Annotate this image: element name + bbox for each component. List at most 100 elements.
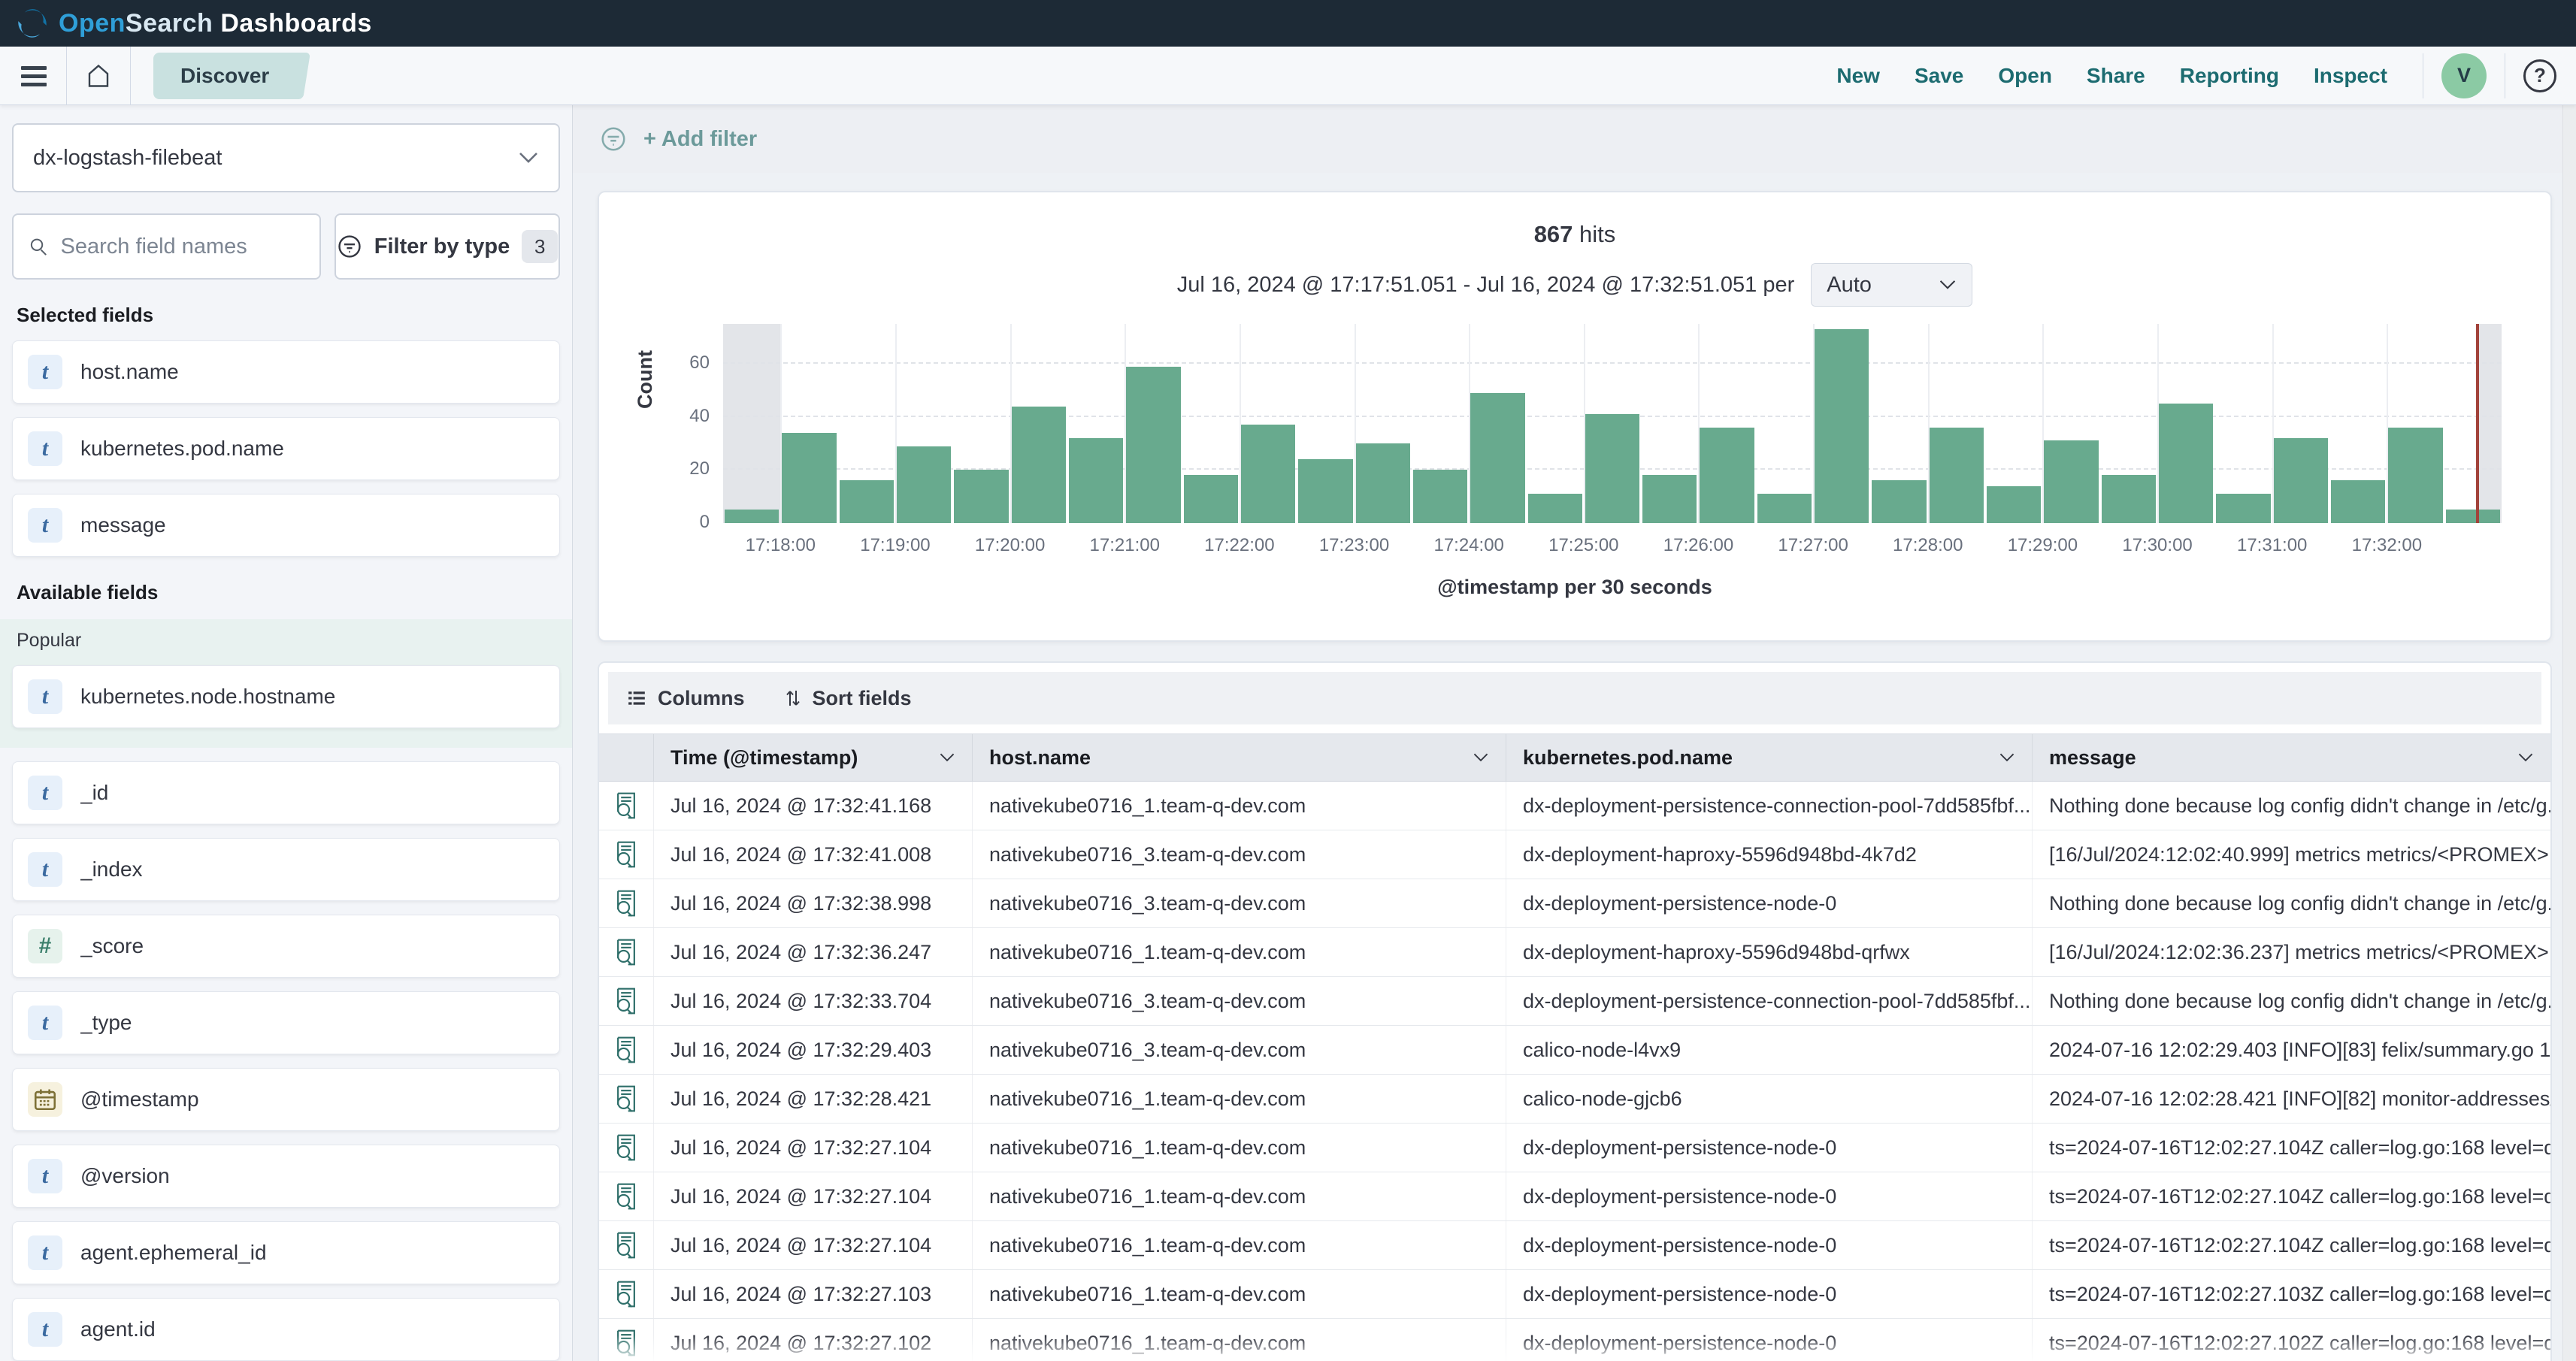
expand-document-button[interactable]: [599, 830, 654, 879]
cell-message: Nothing done because log config didn't c…: [2033, 782, 2550, 830]
field-list-item[interactable]: # _score: [12, 915, 560, 978]
interval-select[interactable]: Auto: [1811, 263, 1972, 307]
expand-document-button[interactable]: [599, 1075, 654, 1123]
inspect-button[interactable]: Inspect: [2296, 64, 2405, 88]
histogram-bar-17:25:00[interactable]: [1585, 414, 1639, 523]
expand-document-button[interactable]: [599, 1221, 654, 1269]
histogram-plot[interactable]: 020406017:18:0017:19:0017:20:0017:21:001…: [723, 324, 2502, 523]
vertical-scrollbar[interactable]: [2562, 105, 2576, 1361]
chevron-down-icon: [2517, 752, 2534, 763]
field-list-item[interactable]: t kubernetes.node.hostname: [12, 665, 560, 728]
search-input[interactable]: [61, 234, 304, 259]
home-icon[interactable]: [85, 62, 112, 89]
field-list-item[interactable]: t kubernetes.pod.name: [12, 417, 560, 480]
header-host-name[interactable]: host.name: [973, 734, 1506, 781]
histogram-bar-17:30:30[interactable]: [2216, 494, 2270, 523]
histogram-bar-17:27:00[interactable]: [1815, 329, 1869, 523]
expand-document-button[interactable]: [599, 782, 654, 830]
expand-document-button[interactable]: [599, 1319, 654, 1361]
menu-icon[interactable]: [20, 65, 48, 87]
cell-host-name: nativekube0716_3.team-q-dev.com: [973, 830, 1506, 879]
reporting-button[interactable]: Reporting: [2163, 64, 2296, 88]
histogram-bar-17:19:30[interactable]: [954, 470, 1008, 523]
new-button[interactable]: New: [1819, 64, 1897, 88]
discover-main: + Add filter 867 hits Jul 16, 2024 @ 17:…: [573, 105, 2576, 1361]
expand-document-button[interactable]: [599, 977, 654, 1025]
field-list-item[interactable]: @timestamp: [12, 1068, 560, 1131]
expand-document-button[interactable]: [599, 1270, 654, 1318]
save-button[interactable]: Save: [1897, 64, 1981, 88]
cell-time: Jul 16, 2024 @ 17:32:27.102: [654, 1319, 973, 1361]
x-tick-label: 17:30:00: [2097, 535, 2217, 556]
sort-fields-button[interactable]: Sort fields: [784, 687, 912, 710]
expand-document-icon: [613, 1280, 639, 1308]
cell-pod-name: calico-node-l4vx9: [1506, 1026, 2033, 1074]
histogram-bar-17:19:00[interactable]: [897, 446, 951, 523]
cell-time: Jul 16, 2024 @ 17:32:29.403: [654, 1026, 973, 1074]
expand-document-button[interactable]: [599, 1026, 654, 1074]
histogram-bar-17:32:30[interactable]: [2446, 510, 2500, 523]
histogram-bar-17:17:30[interactable]: [725, 510, 779, 523]
filter-by-type-label: Filter by type: [374, 234, 510, 259]
histogram-bar-17:28:00[interactable]: [1930, 428, 1984, 523]
histogram-bar-17:21:30[interactable]: [1184, 475, 1238, 523]
histogram-bar-17:26:30[interactable]: [1757, 494, 1812, 523]
expand-document-button[interactable]: [599, 1124, 654, 1172]
field-list-item[interactable]: t _type: [12, 991, 560, 1054]
cell-message: ts=2024-07-16T12:02:27.102Z caller=log.g…: [2033, 1319, 2550, 1361]
opensearch-logo[interactable]: OpenSearchDashboards: [15, 6, 372, 41]
field-type-badge: t: [28, 431, 62, 466]
expand-document-button[interactable]: [599, 1172, 654, 1220]
filter-by-type-button[interactable]: Filter by type 3: [334, 213, 560, 280]
histogram-bar-17:20:00[interactable]: [1012, 407, 1066, 523]
columns-button[interactable]: Columns: [626, 687, 745, 710]
histogram-bar-17:29:00[interactable]: [2044, 440, 2098, 523]
field-list-item[interactable]: t _index: [12, 838, 560, 901]
field-search[interactable]: [12, 213, 321, 280]
histogram-bar-17:18:00[interactable]: [782, 433, 836, 523]
x-tick-label: 17:23:00: [1294, 535, 1415, 556]
histogram-bar-17:31:00[interactable]: [2274, 438, 2328, 523]
table-row: Jul 16, 2024 @ 17:32:27.104 nativekube07…: [599, 1124, 2550, 1172]
field-type-badge: t: [28, 776, 62, 810]
cell-time: Jul 16, 2024 @ 17:32:27.104: [654, 1221, 973, 1269]
histogram-bar-17:30:00[interactable]: [2159, 404, 2213, 523]
field-list-item[interactable]: t message: [12, 494, 560, 557]
help-icon[interactable]: ?: [2523, 59, 2556, 92]
histogram-bar-17:28:30[interactable]: [1987, 486, 2041, 523]
histogram-bar-17:21:00[interactable]: [1126, 367, 1180, 523]
chevron-down-icon: [518, 151, 539, 165]
histogram-bar-17:24:30[interactable]: [1528, 494, 1582, 523]
header-time[interactable]: Time (@timestamp): [654, 734, 973, 781]
index-pattern-select[interactable]: dx-logstash-filebeat: [12, 123, 560, 192]
histogram-bar-17:22:30[interactable]: [1298, 459, 1352, 523]
histogram-bar-17:20:30[interactable]: [1069, 438, 1123, 523]
histogram-bar-17:24:00[interactable]: [1470, 393, 1524, 523]
histogram-bar-17:25:30[interactable]: [1642, 475, 1697, 523]
share-button[interactable]: Share: [2069, 64, 2163, 88]
histogram-bar-17:26:00[interactable]: [1700, 428, 1754, 523]
breadcrumb-discover[interactable]: Discover: [153, 53, 295, 99]
field-list-item[interactable]: t @version: [12, 1145, 560, 1208]
expand-document-button[interactable]: [599, 928, 654, 976]
field-list-item[interactable]: t agent.id: [12, 1298, 560, 1361]
open-button[interactable]: Open: [1981, 64, 2069, 88]
histogram-bar-17:32:00[interactable]: [2388, 428, 2442, 523]
histogram-bar-17:22:00[interactable]: [1241, 425, 1295, 523]
expand-document-button[interactable]: [599, 879, 654, 927]
histogram-bar-17:31:30[interactable]: [2331, 480, 2385, 523]
header-message[interactable]: message: [2033, 734, 2550, 781]
histogram-bar-17:23:00[interactable]: [1356, 443, 1410, 523]
add-filter-button[interactable]: + Add filter: [643, 127, 757, 152]
field-type-badge: #: [28, 929, 62, 963]
header-pod-name[interactable]: kubernetes.pod.name: [1506, 734, 2033, 781]
cell-pod-name: dx-deployment-persistence-node-0: [1506, 1221, 2033, 1269]
histogram-bar-17:27:30[interactable]: [1872, 480, 1926, 523]
field-list-item[interactable]: t agent.ephemeral_id: [12, 1221, 560, 1284]
histogram-bar-17:29:30[interactable]: [2102, 475, 2156, 523]
user-avatar[interactable]: V: [2441, 53, 2487, 98]
field-list-item[interactable]: t _id: [12, 761, 560, 824]
field-list-item[interactable]: t host.name: [12, 340, 560, 404]
histogram-bar-17:18:30[interactable]: [840, 480, 894, 523]
histogram-bar-17:23:30[interactable]: [1413, 470, 1467, 523]
